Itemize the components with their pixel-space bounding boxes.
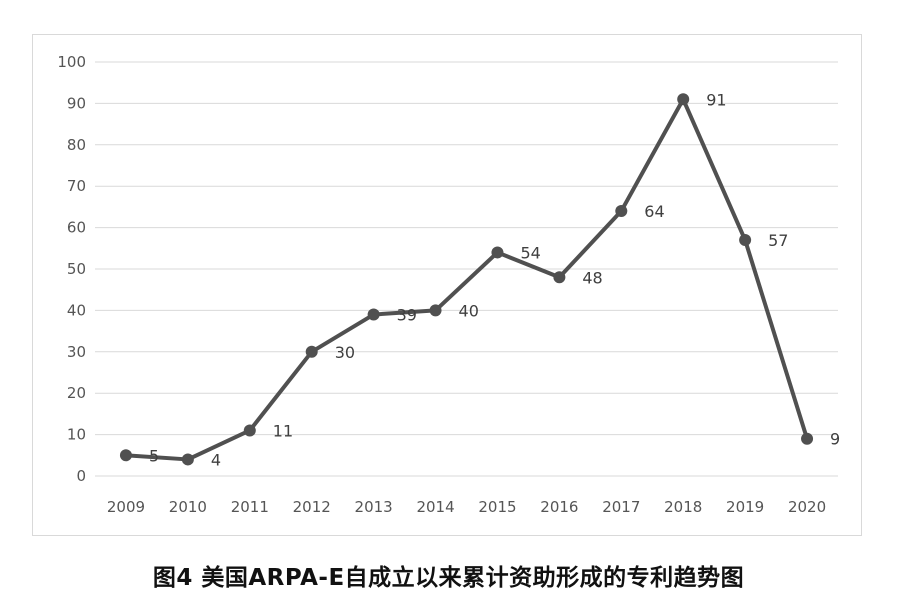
x-tick-label: 2010 (169, 498, 207, 516)
y-tick-label: 70 (67, 177, 86, 195)
data-point (119, 449, 132, 462)
data-point (429, 304, 442, 317)
x-tick-label: 2011 (231, 498, 269, 516)
x-tick-label: 2019 (726, 498, 764, 516)
y-tick-label: 0 (76, 467, 86, 485)
y-tick-label: 10 (67, 426, 86, 444)
x-tick-label: 2018 (664, 498, 702, 516)
data-point (491, 246, 504, 259)
y-tick-label: 30 (67, 343, 86, 361)
x-tick-label: 2015 (478, 498, 516, 516)
x-tick-label: 2009 (107, 498, 145, 516)
series-line (123, 97, 810, 462)
data-point (553, 271, 566, 284)
line-chart: 0 10 20 30 40 50 60 70 80 90 100 2009 2010 2011 2012 20… (57, 53, 840, 516)
data-label: 48 (582, 268, 602, 287)
data-label: 5 (149, 446, 159, 465)
data-label: 39 (397, 306, 417, 325)
data-point (181, 453, 194, 466)
y-tick-label: 20 (67, 384, 86, 402)
x-tick-label: 2013 (355, 498, 393, 516)
data-label: 30 (335, 343, 355, 362)
y-tick-label: 90 (67, 94, 86, 112)
data-point (305, 345, 318, 358)
x-tick-label: 2014 (416, 498, 454, 516)
data-point (615, 205, 628, 218)
y-tick-label: 50 (67, 260, 86, 278)
x-tick-label: 2017 (602, 498, 640, 516)
data-point (243, 424, 256, 437)
data-point (739, 234, 752, 247)
data-label: 64 (644, 202, 664, 221)
data-label: 4 (211, 450, 221, 469)
x-tick-label: 2020 (788, 498, 826, 516)
data-label: 11 (273, 421, 293, 440)
figure-caption: 图4 美国ARPA-E自成立以来累计资助形成的专利趋势图 (152, 565, 745, 591)
y-tick-label: 40 (67, 301, 86, 319)
y-tick-label: 80 (67, 136, 86, 154)
data-label: 40 (459, 301, 479, 320)
data-label: 9 (830, 430, 840, 449)
data-point (801, 432, 814, 445)
data-point (367, 308, 380, 321)
data-label: 57 (768, 231, 788, 250)
data-label: 54 (520, 243, 540, 262)
data-point (677, 93, 690, 106)
y-tick-label: 60 (67, 219, 86, 237)
chart-frame (32, 34, 862, 536)
x-tick-label: 2016 (540, 498, 578, 516)
y-tick-label: 100 (57, 53, 86, 71)
x-tick-label: 2012 (293, 498, 331, 516)
data-label: 91 (706, 90, 726, 109)
